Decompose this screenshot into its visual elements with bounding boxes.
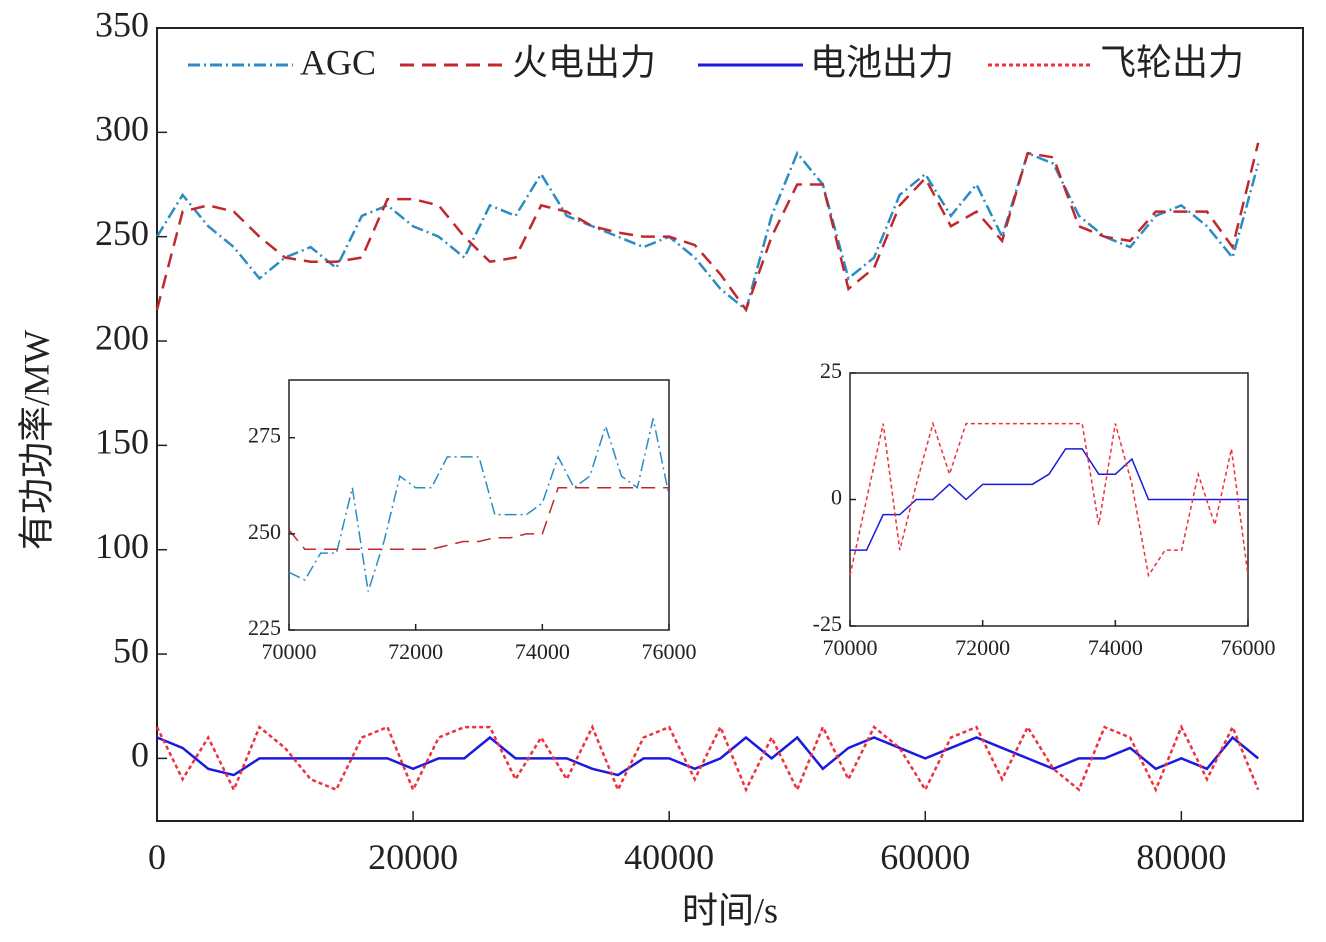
y-tick-label: 150 (95, 422, 149, 462)
x-tick-label: 60000 (880, 837, 970, 877)
x-axis-label: 时间/s (682, 890, 778, 930)
legend-label: 火电出力 (512, 42, 656, 82)
x-tick-label: 70000 (262, 639, 317, 664)
y-tick-label: -25 (813, 611, 842, 636)
x-tick-label: 72000 (955, 635, 1010, 660)
y-tick-label: 250 (248, 519, 281, 544)
series-line (288, 486, 669, 550)
series-line (155, 142, 1260, 313)
legend-label: 飞轮出力 (1100, 42, 1244, 82)
y-tick-label: 50 (113, 630, 149, 670)
x-tick-label: 80000 (1136, 837, 1226, 877)
y-tick-label: 225 (248, 615, 281, 640)
y-tick-label: 0 (131, 735, 149, 775)
x-tick-label: 0 (148, 837, 166, 877)
series-line (850, 448, 1248, 551)
x-tick-label: 74000 (515, 639, 570, 664)
series-line (849, 420, 1249, 578)
x-tick-label: 40000 (624, 837, 714, 877)
y-tick-label: 250 (95, 213, 149, 253)
x-tick-label: 20000 (368, 837, 458, 877)
y-axis-label: 有功功率/MW (16, 330, 56, 550)
y-tick-label: 100 (95, 526, 149, 566)
x-tick-label: 70000 (823, 635, 878, 660)
y-tick-label: 25 (820, 358, 842, 383)
legend-label: AGC (300, 42, 376, 82)
y-tick-label: 0 (831, 485, 842, 510)
y-tick-label: 275 (248, 423, 281, 448)
y-tick-label: 300 (95, 109, 149, 149)
series-line (155, 150, 1260, 312)
y-tick-label: 200 (95, 317, 149, 357)
y-tick-label: 350 (95, 4, 149, 44)
plot-area (288, 379, 670, 631)
series-line (155, 724, 1260, 793)
x-tick-label: 74000 (1088, 635, 1143, 660)
x-tick-label: 76000 (642, 639, 697, 664)
x-tick-label: 72000 (388, 639, 443, 664)
series-line (156, 735, 1259, 777)
x-tick-label: 76000 (1221, 635, 1276, 660)
legend-label: 电池出力 (810, 42, 954, 82)
